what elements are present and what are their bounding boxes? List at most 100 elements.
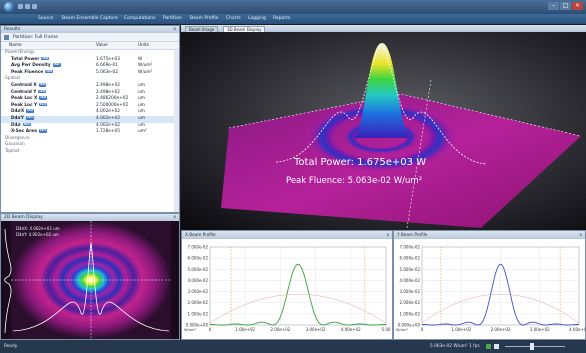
x-profile-plot[interactable]: 7.000e-02 6.000e-02 5.000e-02 4.000e-02 3.00… [182,239,392,339]
results-list: Power/Energy Total Power ISO 1.675e+03 W Avg … [1,50,179,156]
save-icon[interactable] [18,4,23,9]
iso-tag: ISO [39,128,47,133]
result-name: D4σY ISO [11,114,34,121]
iso-tag: ISO [39,95,48,100]
column-header-value[interactable]: Value [96,43,108,48]
undo-icon[interactable] [32,4,37,9]
menu-partition[interactable]: Partition [163,16,182,21]
zoom-slider-handle[interactable] [530,343,534,350]
result-unit: um [138,122,145,128]
menu-computations[interactable]: Computations [124,16,156,21]
result-unit: um [138,102,145,108]
result-value: 1.728e+05 [96,129,121,135]
y-tick-label: 1.000e-02 [400,311,421,316]
iso-tag: ISO [38,88,47,94]
result-name: X-Sec Area ISO [11,128,47,135]
open-icon[interactable] [25,4,30,9]
minimize-button[interactable]: – [548,2,559,10]
x-tick-label: 3.00e+02 [530,327,550,332]
y-tick-label: 6.000e-02 [400,256,421,261]
result-row[interactable]: Total Power ISO 1.675e+03 W [1,56,179,64]
menu-logging[interactable]: Logging [248,16,266,21]
maximize-button[interactable]: □ [560,2,571,10]
iso-tag: ISO [26,108,35,113]
result-unit: um [138,115,145,121]
close-icon[interactable]: x [173,215,176,220]
view-tabbar: Beam Image 3D Beam Display [181,25,586,32]
menu-beam-profile[interactable]: Beam Profile [190,16,219,21]
menu-charts[interactable]: Charts [226,16,241,21]
result-row[interactable]: Peak Loc X ISO 2.486200e+02 um [1,96,179,103]
menu-capture[interactable]: Capture [100,16,118,21]
app-menu-button[interactable] [4,2,14,12]
result-row[interactable]: Peak Fluence ISO 5.063e-02 W/um² [1,68,179,77]
beam-3d-canvas[interactable]: Total Power: 1.675e+03 W Peak Fluence: 5… [181,32,586,230]
result-name: Peak Loc X ISO [11,95,48,102]
close-icon[interactable]: x [579,232,582,237]
y-profile-plot[interactable]: 7.000e-02 6.000e-02 5.000e-02 4.000e-02 3.00… [394,239,586,339]
result-value: 2.486200e+02 [96,96,129,102]
results-scrollbar[interactable] [174,50,179,212]
iso-tag: ISO [22,121,31,127]
result-group[interactable]: Divergence [1,136,179,143]
result-name: Spatial [5,76,20,82]
menu-source[interactable]: Source [38,16,54,21]
result-name: Centroid Y ISO [11,88,47,95]
x-tick-label: 3.00e+02 [306,327,326,332]
y-tick-label: 4.000e-02 [400,278,421,283]
tab-beam-image[interactable]: Beam Image [185,26,219,32]
result-unit: W [138,56,143,62]
profile-series-line [422,263,579,326]
result-row[interactable]: Peak Loc Y ISO 2.500000e+02 um [1,101,179,110]
partition-icon [4,35,9,40]
result-group[interactable]: Tophat [1,149,179,156]
x-tick-label: 1.00e+02 [235,327,255,332]
result-value: 4.002e+02 [96,109,121,115]
zoom-slider[interactable] [505,346,565,347]
x-tick-label: 0 [421,327,424,332]
unit-label: W/um² [396,328,409,332]
iso-tag: ISO [38,81,47,87]
result-value: 6.669e-01 [96,63,118,69]
menu-beam-ensemble[interactable]: Beam Ensemble [62,16,99,21]
x-tick-label: 4.00e+02 [341,327,361,332]
close-window-button[interactable]: × [572,2,583,10]
result-unit: um [138,96,145,102]
iso-tag: ISO [45,68,54,74]
beam-2d-canvas[interactable] [1,221,179,339]
ribbon-tabs: Source Beam Ensemble Capture Computation… [0,14,586,24]
column-header-units[interactable]: Units [138,43,149,48]
close-icon[interactable]: x [386,232,389,237]
close-icon[interactable]: x [173,27,176,32]
result-row[interactable]: D4σY ISO 4.002e+02 um [1,114,179,123]
result-group[interactable]: Spatial [1,76,179,83]
result-value: 1.675e+03 [96,56,121,62]
view-mode-icon[interactable] [494,344,499,349]
title-bar: – □ × [0,0,586,14]
result-row[interactable]: Centroid X ISO 2.498e+02 um [1,81,179,90]
column-header-name[interactable]: Name [9,43,22,48]
result-unit: um [138,89,145,95]
profile-axis-line [406,79,432,229]
x-tick-label: 0 [209,327,212,332]
partition-selector[interactable]: Partition: Full Frame [1,33,179,42]
result-row[interactable]: D4σX ISO 4.002e+02 um [1,109,179,116]
beam-2d-title: 2D Beam Display x [1,214,179,221]
result-row[interactable]: X-Sec Area ISO 1.728e+05 um² [1,129,179,136]
result-row[interactable]: Avg Pwr Density ISO 6.669e-01 W/um² [1,63,179,70]
menu-reports[interactable]: Reports [273,16,291,21]
result-name: Peak Loc Y ISO [11,101,47,108]
result-row[interactable]: D4σ ISO 4.002e+02 um [1,121,179,130]
x-profile-title: X Beam Profile x [182,231,392,239]
y-profile-chart: Y Beam Profile x 7.000e-02 6.000e-02 5.000… [393,230,586,340]
capture-status-icon[interactable] [486,344,491,349]
y-tick-label: 5.000e-02 [188,267,209,272]
y-tick-label: 2.000e-02 [400,300,421,305]
result-group[interactable]: Power/Energy [1,50,179,57]
peak-fluence-annotation: Peak Fluence: 5.063e-02 W/um² [286,176,422,186]
tab-3d-beam-display[interactable]: 3D Beam Display [223,26,266,32]
result-row[interactable]: Centroid Y ISO 2.498e+02 um [1,88,179,97]
y-tick-label: 7.000e-02 [188,245,209,250]
result-group[interactable]: Gaussian [1,142,179,149]
result-name: Gaussian [5,142,25,148]
